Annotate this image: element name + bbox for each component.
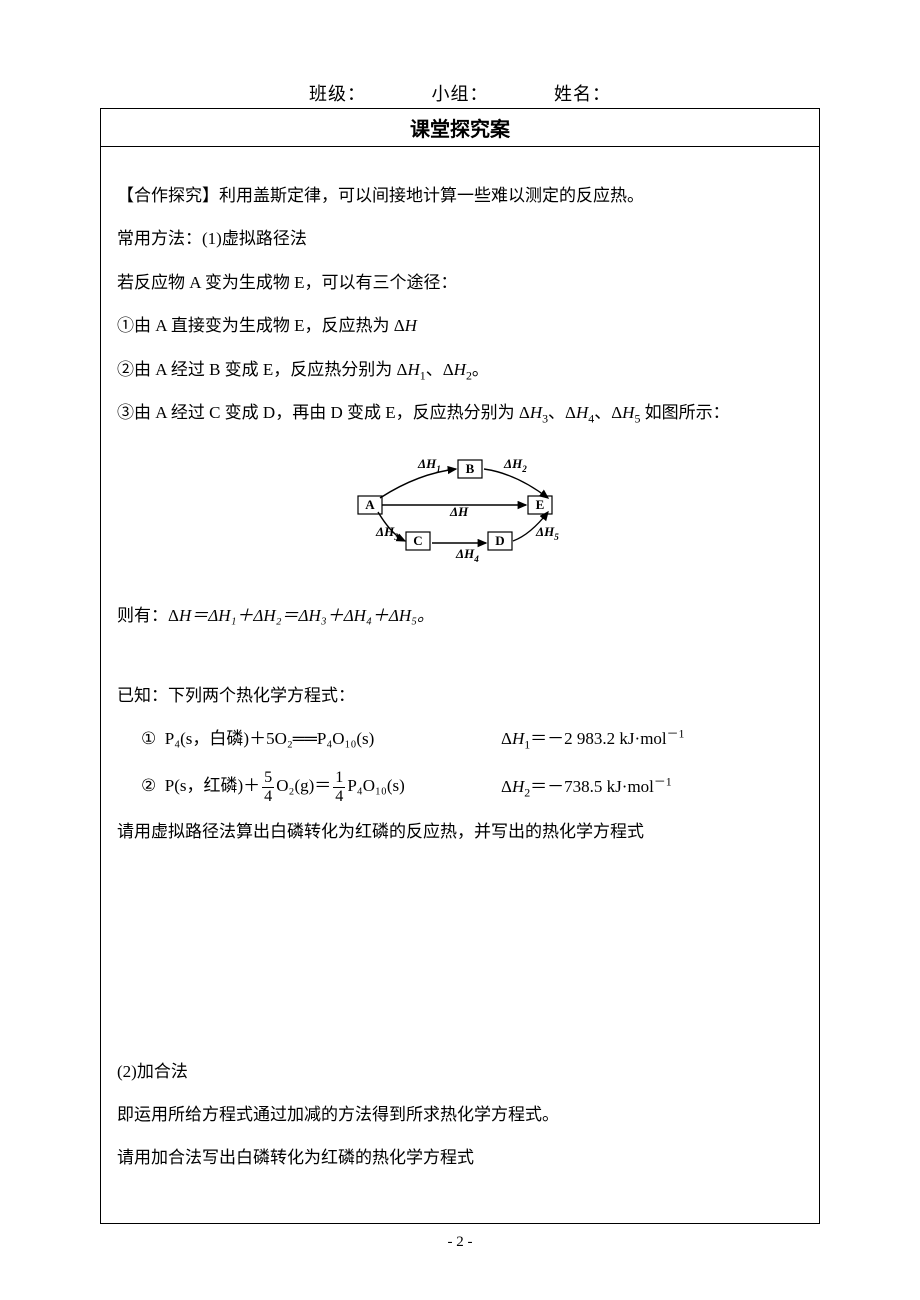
spacer-1 [117, 641, 803, 671]
step3-H3: H [530, 403, 542, 422]
eq1-val: ＝－2 983.2 kJ·mol [530, 729, 666, 748]
section-title: 课堂探究案 [100, 108, 820, 146]
svg-text:ΔH5: ΔH5 [535, 524, 559, 542]
step2-H2: H [454, 360, 466, 379]
svg-text:ΔH1: ΔH1 [417, 456, 441, 474]
eq2-a: P(s，红磷)＋ [165, 776, 260, 795]
known-intro: 已知：下列两个热化学方程式： [117, 677, 803, 714]
intro-bracket: 【合作探究】 [117, 186, 219, 205]
method1-conclusion: 则有：ΔH＝ΔH₁＋ΔH₂＝ΔH₃＋ΔH₄＋ΔH₅。 [117, 597, 803, 634]
path-diagram: A B E C D ΔH ΔH1 ΔH2 ΔH3 ΔH4 ΔH5 [117, 446, 803, 579]
step3-b: 、Δ [548, 403, 576, 422]
step3-H5: H [622, 403, 634, 422]
eq1-H: H [512, 729, 524, 748]
eq2-right: ΔH2＝－738.5 kJ·mol－1 [501, 768, 672, 806]
eq1-num: ① [141, 729, 156, 748]
spacer-2 [117, 857, 803, 1047]
header-fields: 班级： 小组： 姓名： [100, 80, 820, 106]
eq1-left: ① P₄(s，白磷)＋5O₂══P₄O₁₀(s) [141, 720, 501, 757]
method2-label: (2)加合法 [117, 1053, 803, 1090]
class-label: 班级： [309, 80, 366, 106]
intro-line: 【合作探究】利用盖斯定律，可以间接地计算一些难以测定的反应热。 [117, 177, 803, 214]
eq2-f1n: 5 [262, 770, 274, 788]
eq2-f1d: 4 [262, 788, 274, 805]
intro-text: 利用盖斯定律，可以间接地计算一些难以测定的反应热。 [219, 186, 644, 205]
svg-text:ΔH2: ΔH2 [503, 456, 527, 474]
svg-text:ΔH4: ΔH4 [455, 546, 479, 564]
step2-b: 、Δ [426, 360, 454, 379]
name-label: 姓名： [554, 80, 611, 106]
step2-a: ②由 A 经过 B 变成 E，反应热分别为 Δ [117, 360, 408, 379]
method1-premise: 若反应物 A 变为生成物 E，可以有三个途径： [117, 264, 803, 301]
method1-step2: ②由 A 经过 B 变成 E，反应热分别为 ΔH1、ΔH2。 [117, 351, 803, 389]
step2-H1: H [408, 360, 420, 379]
method1-step1: ①由 A 直接变为生成物 E，反应热为 ΔH [117, 307, 803, 344]
eq2-val: ＝－738.5 kJ·mol [530, 777, 654, 796]
svg-text:E: E [536, 497, 545, 512]
step2-end: 。 [472, 360, 489, 379]
svg-text:ΔH: ΔH [449, 504, 469, 519]
step1-H: H [405, 316, 417, 335]
concl-body: H＝ΔH₁＋ΔH₂＝ΔH₃＋ΔH₄＋ΔH₅。 [179, 606, 434, 625]
eq1-exp: －1 [667, 726, 685, 740]
page-root: 班级： 小组： 姓名： 课堂探究案 【合作探究】利用盖斯定律，可以间接地计算一些… [0, 0, 920, 1300]
eq2-H: H [512, 777, 524, 796]
eq2-c: P₄O₁₀(s) [347, 776, 404, 795]
eq2-left: ② P(s，红磷)＋54O₂(g)＝14P₄O₁₀(s) [141, 767, 501, 805]
eq2-f2n: 1 [333, 770, 345, 788]
eq2-num: ② [141, 776, 156, 795]
svg-text:ΔH3: ΔH3 [375, 524, 399, 542]
method1-step3: ③由 A 经过 C 变成 D，再由 D 变成 E，反应热分别为 ΔH3、ΔH4、… [117, 394, 803, 432]
page-number: - 2 - [100, 1234, 820, 1251]
svg-text:D: D [495, 533, 504, 548]
step3-end: 如图所示： [640, 403, 729, 422]
method1-label: 常用方法：(1)虚拟路径法 [117, 220, 803, 257]
group-label: 小组： [432, 80, 489, 106]
eq2-frac1: 54 [262, 770, 274, 805]
equation-2: ② P(s，红磷)＋54O₂(g)＝14P₄O₁₀(s) ΔH2＝－738.5 … [141, 767, 803, 805]
known-task: 请用虚拟路径法算出白磷转化为红磷的反应热，并写出的热化学方程式 [117, 813, 803, 850]
step1-text: ①由 A 直接变为生成物 E，反应热为 Δ [117, 316, 405, 335]
eq1-dh: Δ [501, 729, 512, 748]
svg-text:B: B [466, 461, 475, 476]
eq1-right: ΔH1＝－2 983.2 kJ·mol－1 [501, 720, 685, 758]
svg-text:C: C [413, 533, 422, 548]
step3-H4: H [576, 403, 588, 422]
eq2-f2d: 4 [333, 788, 345, 805]
method2-desc: 即运用所给方程式通过加减的方法得到所求热化学方程式。 [117, 1096, 803, 1133]
eq2-dh: Δ [501, 777, 512, 796]
equation-1: ① P₄(s，白磷)＋5O₂══P₄O₁₀(s) ΔH1＝－2 983.2 kJ… [141, 720, 803, 758]
diagram-svg: A B E C D ΔH ΔH1 ΔH2 ΔH3 ΔH4 ΔH5 [340, 446, 580, 566]
content-box: 【合作探究】利用盖斯定律，可以间接地计算一些难以测定的反应热。 常用方法：(1)… [100, 146, 820, 1224]
concl-prefix: 则有：Δ [117, 606, 179, 625]
step3-c: 、Δ [594, 403, 622, 422]
step3-a: ③由 A 经过 C 变成 D，再由 D 变成 E，反应热分别为 Δ [117, 403, 530, 422]
svg-text:A: A [365, 497, 375, 512]
eq2-b: O₂(g)＝ [276, 776, 331, 795]
eq2-exp: －1 [654, 774, 672, 788]
eq2-frac2: 14 [333, 770, 345, 805]
eq1-lhs: P₄(s，白磷)＋5O₂══P₄O₁₀(s) [165, 729, 375, 748]
method2-task: 请用加合法写出白磷转化为红磷的热化学方程式 [117, 1139, 803, 1176]
